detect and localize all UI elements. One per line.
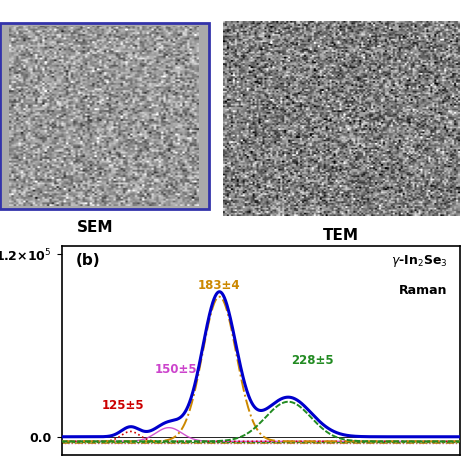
- Text: 183±4: 183±4: [198, 279, 241, 292]
- Text: (b): (b): [75, 253, 100, 268]
- Text: $\gamma$-In$_2$Se$_3$: $\gamma$-In$_2$Se$_3$: [391, 253, 448, 269]
- Text: 228±5: 228±5: [292, 354, 334, 367]
- Text: 125±5: 125±5: [101, 400, 144, 412]
- Bar: [0, 23, 209, 210]
- Text: SEM: SEM: [76, 220, 113, 236]
- Text: 150±5: 150±5: [155, 363, 198, 376]
- Text: TEM: TEM: [323, 228, 359, 243]
- Text: Raman: Raman: [399, 284, 448, 297]
